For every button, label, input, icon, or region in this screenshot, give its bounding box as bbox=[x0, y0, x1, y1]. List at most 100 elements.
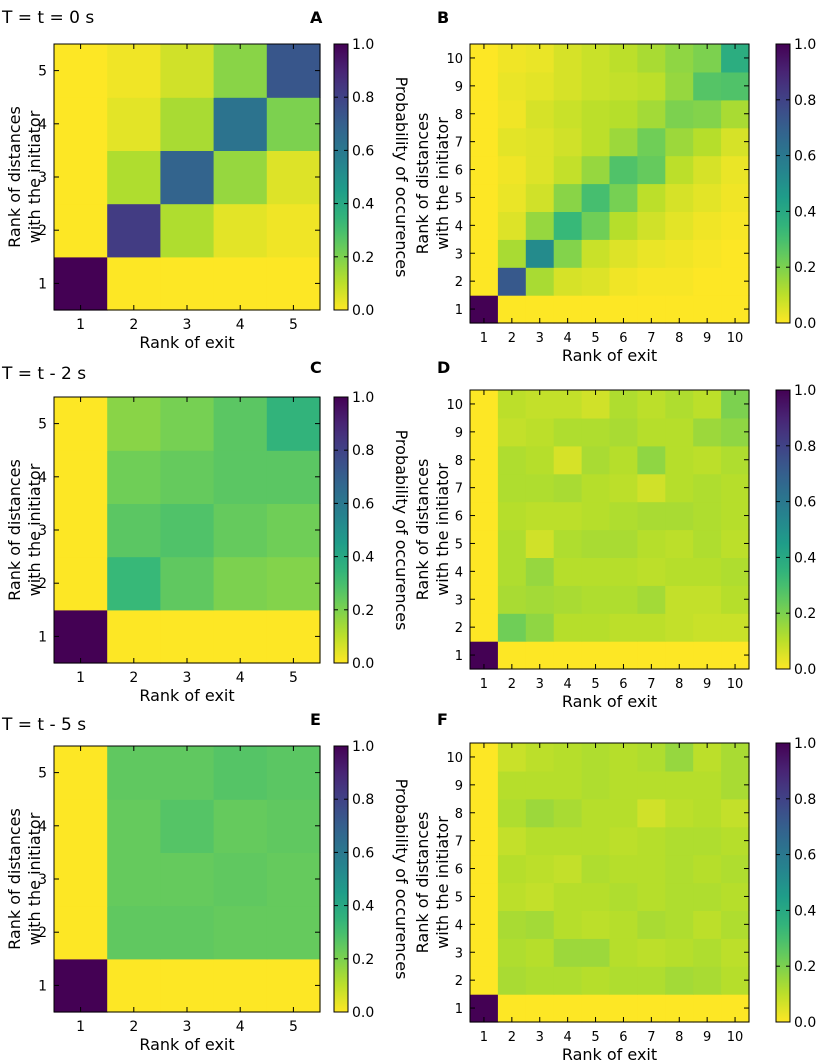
y-axis-label: Rank of distanceswith the initiator bbox=[5, 459, 44, 601]
heatmap-cell bbox=[581, 127, 611, 157]
heatmap-cell bbox=[497, 938, 527, 967]
heatmap-cell bbox=[497, 966, 527, 995]
colorbar-label: Probability of occurences bbox=[392, 430, 411, 631]
heatmap-cell bbox=[693, 585, 722, 614]
colorbar-tick-label: 0.8 bbox=[794, 93, 816, 109]
heatmap-cell bbox=[497, 529, 527, 558]
heatmap-cell bbox=[54, 256, 108, 311]
y-tick-label: 3 bbox=[455, 593, 463, 608]
y-tick-label: 5 bbox=[38, 64, 47, 80]
heatmap-cell bbox=[665, 473, 694, 503]
heatmap-cell bbox=[107, 256, 161, 311]
colorbar-tick-label: 1.0 bbox=[794, 37, 816, 53]
colorbar-tick-label: 1.0 bbox=[352, 739, 374, 755]
heatmap-panel-d: D 1 1 2 2 3 3 4 4 5 5 6 6 7 7 8 8 9 9 10 10 Rank of exit Rank … bbox=[413, 358, 816, 711]
heatmap-cell bbox=[54, 852, 108, 907]
heatmap-cell bbox=[609, 239, 638, 268]
heatmap-cell bbox=[581, 501, 611, 531]
heatmap-cell bbox=[637, 585, 666, 614]
heatmap-cell bbox=[525, 826, 555, 856]
y-tick-label: 5 bbox=[38, 766, 47, 782]
heatmap-cell bbox=[693, 183, 722, 212]
heatmap-cell bbox=[665, 938, 694, 967]
plot-frame bbox=[469, 389, 750, 670]
heatmap-cell bbox=[665, 613, 694, 642]
heatmap-panel-c: C 1 1 2 2 3 3 4 4 5 5 Rank of exit Rank of distances… bbox=[5, 358, 411, 705]
x-tick-label: 4 bbox=[564, 1030, 572, 1045]
heatmap-cell bbox=[54, 150, 108, 205]
heatmap-cell bbox=[665, 501, 694, 531]
heatmap-cell bbox=[553, 239, 583, 268]
colorbar-tick-label: 0.2 bbox=[352, 952, 374, 968]
heatmap-cell bbox=[266, 450, 321, 504]
heatmap-cell bbox=[525, 613, 555, 642]
heatmap-cell bbox=[266, 905, 321, 960]
heatmap-cell bbox=[266, 746, 321, 800]
heatmap-cell bbox=[213, 746, 268, 800]
y-tick-label: 1 bbox=[455, 649, 463, 664]
heatmap-cell bbox=[553, 798, 583, 828]
heatmap-cell bbox=[160, 450, 215, 504]
colorbar-tick-label: 0.0 bbox=[794, 316, 816, 332]
x-tick-label: 5 bbox=[289, 1019, 298, 1035]
x-tick-label: 6 bbox=[619, 677, 627, 692]
heatmap-cell bbox=[637, 71, 666, 101]
heatmap-cell bbox=[693, 882, 722, 911]
heatmap-cell bbox=[497, 910, 527, 939]
heatmap-cell bbox=[553, 910, 583, 939]
y-tick-label: 7 bbox=[455, 136, 463, 151]
heatmap-cell bbox=[637, 854, 666, 884]
heatmap-cell bbox=[497, 770, 527, 800]
heatmap-cell bbox=[497, 211, 527, 240]
heatmap-cell bbox=[497, 267, 527, 296]
heatmap-cell bbox=[107, 609, 161, 664]
heatmap-cell bbox=[553, 211, 583, 240]
heatmap-cell bbox=[553, 557, 583, 586]
heatmap-cell bbox=[581, 445, 611, 475]
colorbar-tick-label: 1.0 bbox=[794, 736, 816, 752]
y-tick-label: 2 bbox=[455, 621, 463, 636]
heatmap-cell bbox=[637, 529, 666, 558]
colorbar-tick-label: 0.8 bbox=[352, 443, 374, 459]
x-tick-label: 9 bbox=[703, 1030, 711, 1045]
heatmap-cell bbox=[581, 417, 611, 447]
heatmap-cell bbox=[525, 473, 555, 503]
heatmap-cell bbox=[693, 798, 722, 828]
heatmap-cell bbox=[54, 958, 108, 1013]
x-tick-label: 5 bbox=[591, 331, 599, 346]
x-axis-label: Rank of exit bbox=[562, 346, 657, 365]
heatmap-cell bbox=[609, 613, 638, 642]
heatmap-cell bbox=[553, 770, 583, 800]
heatmap-cell bbox=[525, 938, 555, 967]
x-tick-label: 5 bbox=[591, 677, 599, 692]
heatmap-cell bbox=[581, 910, 611, 939]
heatmap-cell bbox=[525, 155, 555, 185]
colorbar bbox=[775, 389, 791, 670]
x-tick-label: 7 bbox=[647, 677, 655, 692]
heatmap-cell bbox=[54, 44, 108, 98]
heatmap-cell bbox=[553, 966, 583, 995]
heatmap-cell bbox=[213, 609, 268, 664]
x-tick-label: 9 bbox=[703, 677, 711, 692]
heatmap-cell bbox=[266, 97, 321, 151]
panel-letter: E bbox=[310, 710, 321, 729]
heatmap-cell bbox=[581, 183, 611, 212]
heatmap-cell bbox=[581, 770, 611, 800]
colorbar-tick-label: 0.6 bbox=[352, 143, 374, 159]
heatmap-cell bbox=[637, 473, 666, 503]
plot-frame bbox=[469, 742, 750, 1023]
heatmap-cell bbox=[525, 882, 555, 911]
colorbar-tick-label: 0.4 bbox=[352, 550, 374, 566]
x-tick-label: 3 bbox=[536, 1030, 544, 1045]
heatmap-cell bbox=[581, 529, 611, 558]
heatmap-cell bbox=[609, 445, 638, 475]
heatmap-cell bbox=[525, 267, 555, 296]
heatmap-cell bbox=[525, 71, 555, 101]
heatmap-cell bbox=[54, 799, 108, 853]
heatmap-cell bbox=[665, 183, 694, 212]
colorbar-tick-label: 0.2 bbox=[352, 250, 374, 266]
heatmap-cell bbox=[107, 97, 161, 151]
heatmap-cell bbox=[553, 417, 583, 447]
colorbar-label: Probability of occurences bbox=[392, 77, 411, 278]
y-tick-label: 3 bbox=[38, 523, 47, 539]
